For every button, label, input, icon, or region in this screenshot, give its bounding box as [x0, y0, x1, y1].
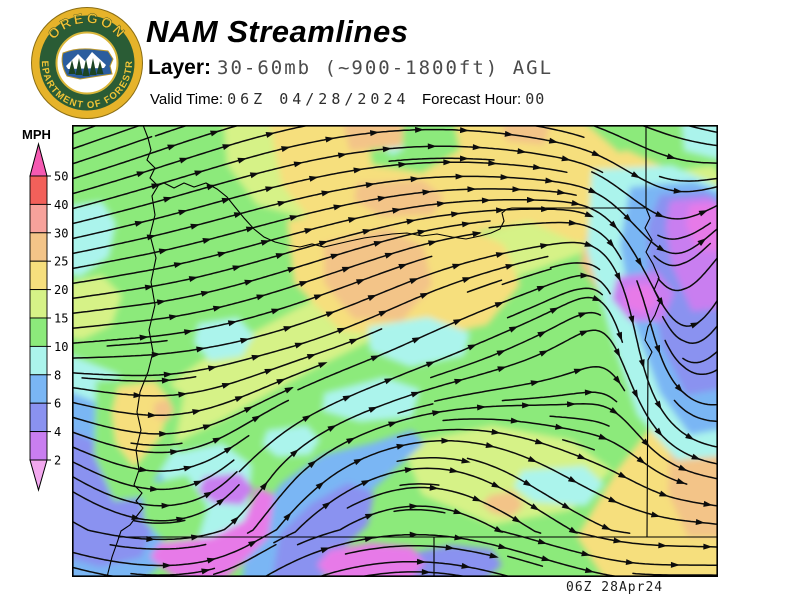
forecast-hour-value: 00	[525, 90, 546, 108]
layer-row: Layer: 30-60mb (~900-1800ft) AGL	[148, 56, 553, 80]
odf-logo: OREGON DEPARTMENT OF FORESTRY	[30, 6, 143, 119]
layer-value: 30-60mb (~900-1800ft) AGL	[217, 57, 554, 79]
svg-text:25: 25	[54, 255, 68, 269]
svg-text:50: 50	[54, 170, 68, 184]
svg-text:30: 30	[54, 226, 68, 240]
page-title: NAM Streamlines	[146, 14, 409, 49]
wind-map	[72, 125, 718, 577]
model-run-timestamp: 06Z 28Apr24	[566, 580, 664, 595]
wind-speed-legend: MPH 50 40 30 25 20 15 10 8 6 4 2	[12, 126, 82, 508]
svg-text:40: 40	[54, 198, 68, 212]
svg-text:6: 6	[54, 397, 61, 411]
svg-text:4: 4	[54, 425, 61, 439]
forecast-hour-label: Forecast Hour:	[422, 91, 522, 108]
logo-emblem	[61, 48, 114, 80]
valid-time-value: 06Z 04/28/2024	[227, 90, 410, 108]
valid-time-row: Valid Time: 06Z 04/28/2024 Forecast Hour:…	[150, 90, 750, 108]
streamline-arrows	[131, 126, 713, 575]
layer-label: Layer:	[148, 56, 212, 79]
legend-units-label: MPH	[22, 127, 51, 142]
svg-text:15: 15	[54, 312, 68, 326]
svg-text:10: 10	[54, 340, 68, 354]
streamline-map-canvas	[72, 125, 718, 577]
svg-text:20: 20	[54, 283, 68, 297]
svg-text:8: 8	[54, 368, 61, 382]
valid-time-label: Valid Time:	[150, 91, 224, 108]
svg-text:2: 2	[54, 454, 61, 468]
